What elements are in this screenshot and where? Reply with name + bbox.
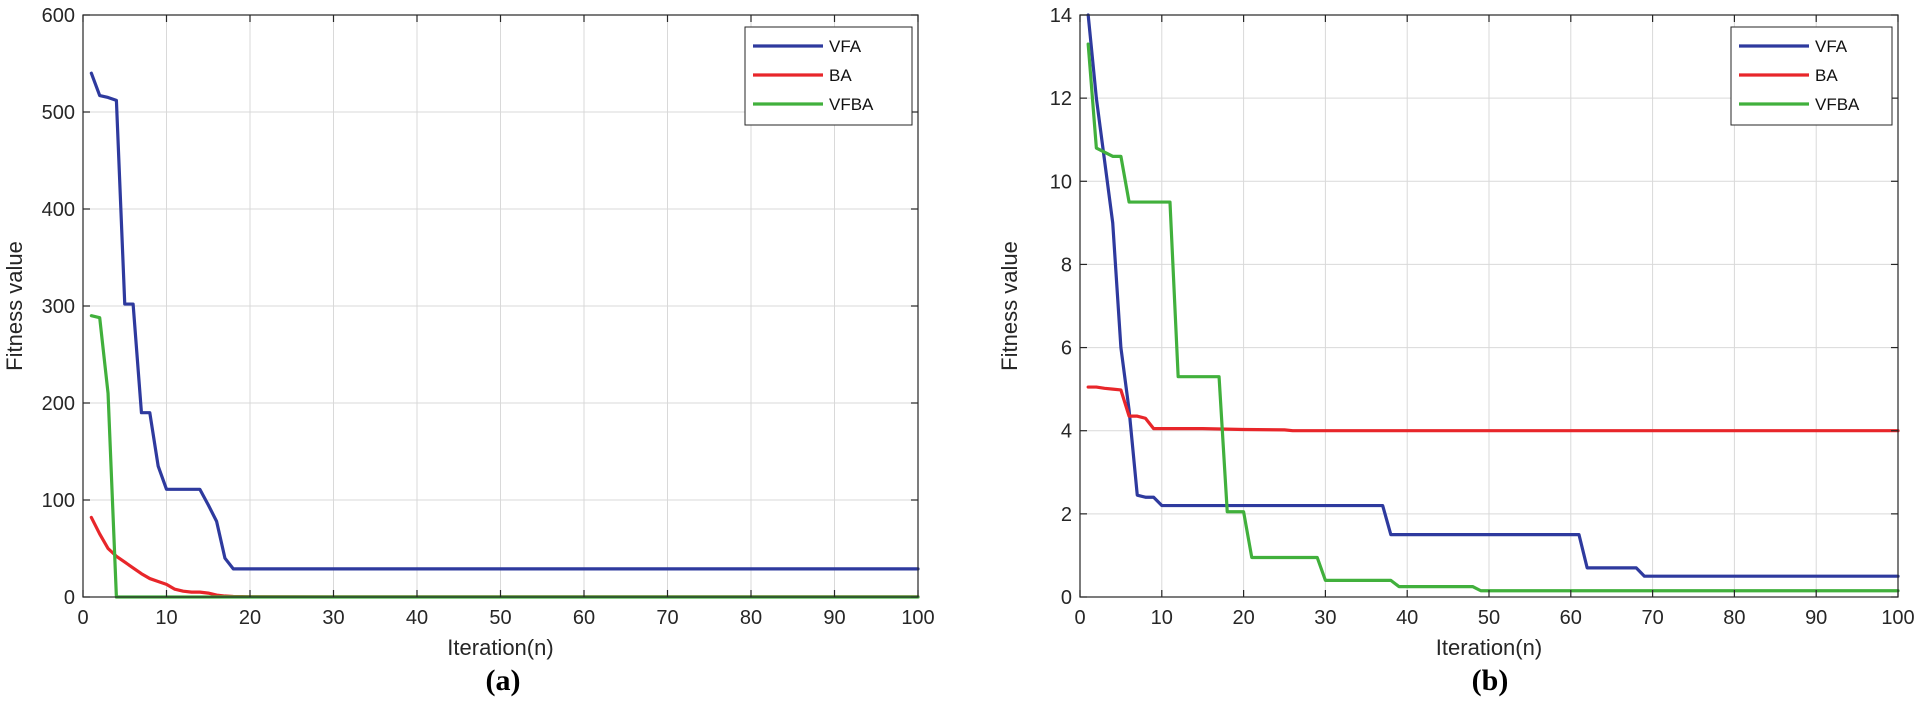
x-tick-label: 30 bbox=[322, 607, 344, 629]
series-group bbox=[1086, 13, 1900, 593]
tick-labels: 0 10 20 30 40 50 60 70 80 90 100 0 2 4 6 8 10 12 14 bbox=[1050, 5, 1915, 629]
figure-caption-b: (b) bbox=[1472, 664, 1509, 697]
x-tick-label: 60 bbox=[1560, 607, 1582, 629]
x-tick-label: 20 bbox=[1232, 607, 1254, 629]
x-tick-label: 80 bbox=[1723, 607, 1745, 629]
y-tick-label: 400 bbox=[42, 199, 75, 221]
x-tick-label: 0 bbox=[1074, 607, 1085, 629]
y-tick-label: 12 bbox=[1050, 88, 1072, 110]
x-tick-label: 50 bbox=[489, 607, 511, 629]
y-tick-label: 14 bbox=[1050, 5, 1072, 27]
legend: VFA BA VFBA bbox=[744, 26, 913, 126]
grid-lines bbox=[83, 15, 918, 597]
chart-a: 0 10 20 30 40 50 60 70 80 90 100 0 100 200 300 400 500 60… bbox=[2, 5, 935, 697]
x-tick-label: 0 bbox=[77, 607, 88, 629]
series-line-ba bbox=[1086, 385, 1900, 433]
x-tick-label: 40 bbox=[1396, 607, 1418, 629]
y-tick-label: 6 bbox=[1061, 338, 1072, 360]
x-tick-label: 90 bbox=[823, 607, 845, 629]
y-tick-label: 4 bbox=[1061, 421, 1072, 443]
legend: VFA BA VFBA bbox=[1730, 26, 1893, 126]
y-tick-label: 0 bbox=[64, 587, 75, 609]
tick-labels: 0 10 20 30 40 50 60 70 80 90 100 0 100 200 300 400 500 60… bbox=[42, 5, 935, 629]
x-tick-label: 70 bbox=[656, 607, 678, 629]
x-tick-label: 100 bbox=[1881, 607, 1914, 629]
y-tick-label: 200 bbox=[42, 393, 75, 415]
x-tick-label: 90 bbox=[1805, 607, 1827, 629]
legend-label-vfa: VFA bbox=[829, 37, 862, 56]
y-axis-label: Fitness value bbox=[997, 241, 1022, 371]
x-axis-label: Iteration(n) bbox=[1436, 635, 1542, 660]
x-tick-label: 80 bbox=[740, 607, 762, 629]
y-tick-label: 500 bbox=[42, 102, 75, 124]
y-tick-label: 8 bbox=[1061, 254, 1072, 276]
x-tick-label: 10 bbox=[1151, 607, 1173, 629]
x-tick-label: 30 bbox=[1314, 607, 1336, 629]
x-tick-label: 20 bbox=[239, 607, 261, 629]
chart-b: 0 10 20 30 40 50 60 70 80 90 100 0 2 4 6 8 10 12 14 Iterati… bbox=[997, 5, 1915, 697]
x-tick-label: 100 bbox=[901, 607, 934, 629]
legend-label-ba: BA bbox=[829, 66, 852, 85]
series-line-vfba bbox=[1086, 42, 1900, 593]
legend-label-vfba: VFBA bbox=[829, 95, 874, 114]
y-tick-label: 0 bbox=[1061, 587, 1072, 609]
x-tick-label: 10 bbox=[155, 607, 177, 629]
series-line-vfa bbox=[89, 71, 920, 571]
y-tick-label: 2 bbox=[1061, 504, 1072, 526]
series-line-vfa bbox=[1086, 13, 1900, 578]
y-axis-label: Fitness value bbox=[2, 241, 27, 371]
legend-label-vfa: VFA bbox=[1815, 37, 1848, 56]
x-tick-label: 40 bbox=[406, 607, 428, 629]
y-tick-label: 600 bbox=[42, 5, 75, 27]
x-tick-label: 50 bbox=[1478, 607, 1500, 629]
legend-label-vfba: VFBA bbox=[1815, 95, 1860, 114]
y-tick-label: 10 bbox=[1050, 171, 1072, 193]
x-tick-label: 60 bbox=[573, 607, 595, 629]
y-tick-label: 100 bbox=[42, 490, 75, 512]
x-tick-label: 70 bbox=[1641, 607, 1663, 629]
legend-label-ba: BA bbox=[1815, 66, 1838, 85]
x-axis-label: Iteration(n) bbox=[447, 635, 553, 660]
figure-caption-a: (a) bbox=[486, 664, 521, 697]
y-tick-label: 300 bbox=[42, 296, 75, 318]
